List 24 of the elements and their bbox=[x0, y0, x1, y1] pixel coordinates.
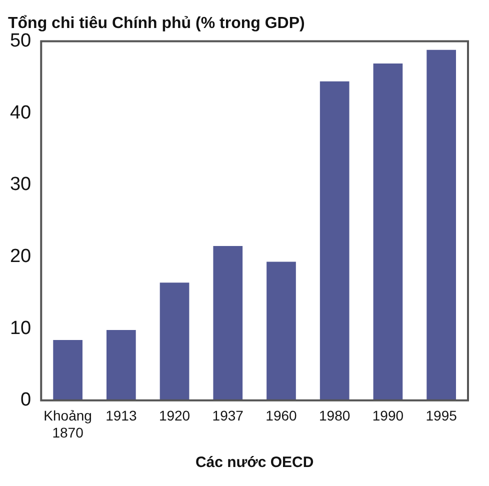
y-tick-label: 40 bbox=[10, 102, 32, 124]
x-tick-label: 1913 bbox=[106, 408, 137, 424]
y-tick-label: 50 bbox=[10, 30, 32, 52]
x-tick-label: 1960 bbox=[266, 408, 298, 424]
bar bbox=[266, 262, 296, 400]
y-tick-label: 10 bbox=[10, 318, 32, 339]
bar bbox=[373, 63, 403, 400]
y-tick-label: 30 bbox=[10, 174, 32, 196]
bar bbox=[213, 246, 243, 400]
bar bbox=[320, 81, 350, 400]
x-tick-label: 1995 bbox=[426, 408, 458, 424]
x-tick-label: 1920 bbox=[158, 408, 190, 424]
x-tick-label: 1980 bbox=[319, 408, 350, 424]
y-tick-label: 0 bbox=[20, 390, 32, 411]
y-tick-label: 20 bbox=[10, 246, 32, 267]
x-axis-title: Các nước OECD bbox=[195, 454, 314, 472]
chart-title: Tổng chi tiêu Chính phủ (% trong GDP) bbox=[8, 15, 305, 32]
bar bbox=[426, 50, 456, 400]
x-tick-label: Khoảng 1870 bbox=[44, 408, 92, 440]
bar bbox=[53, 340, 82, 400]
x-tick-label: 1937 bbox=[212, 408, 244, 424]
x-tick-label: 1990 bbox=[372, 408, 404, 424]
bar bbox=[106, 330, 136, 400]
bar bbox=[160, 282, 190, 400]
